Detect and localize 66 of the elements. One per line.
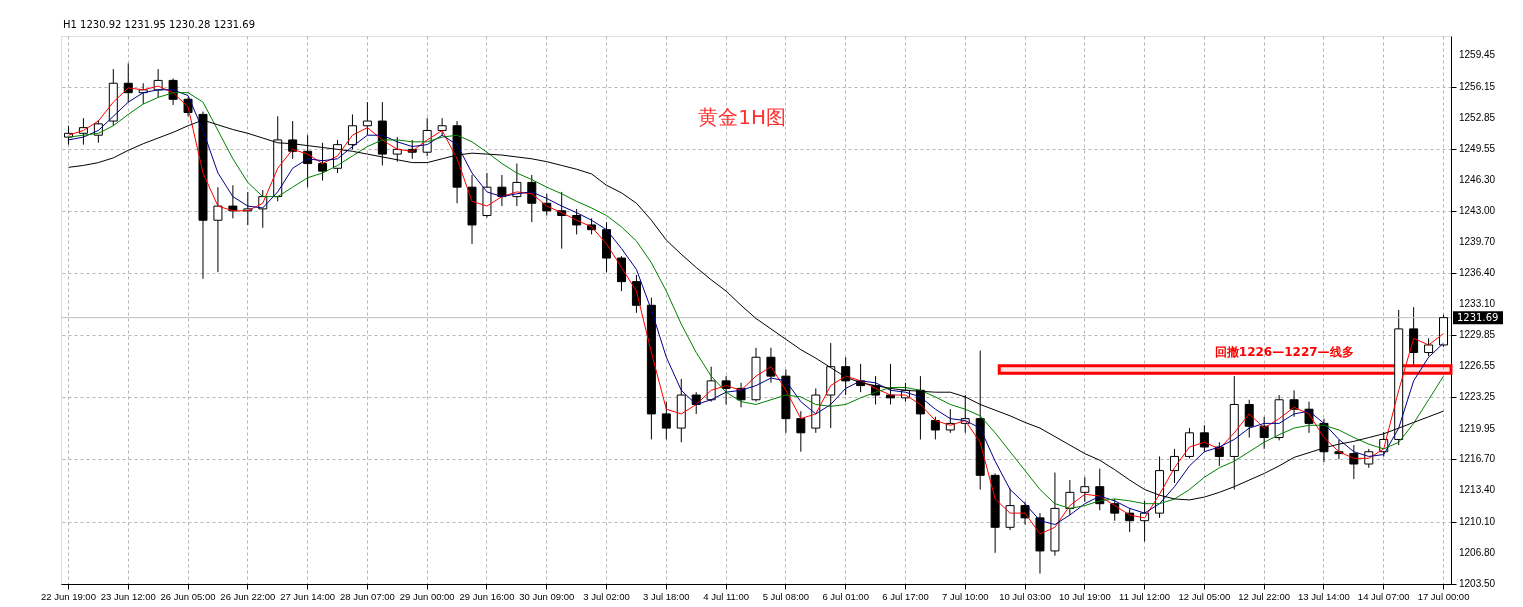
y-tick-label: 1203.50 (1459, 578, 1496, 589)
candlestick (1289, 389, 1299, 418)
x-tick-label: 10 Jul 19:00 (1058, 590, 1111, 602)
candlestick (616, 255, 626, 292)
y-tick-label: 1246.30 (1459, 173, 1496, 185)
candlestick (1409, 306, 1419, 368)
x-tick-label: 6 Jul 01:00 (822, 590, 869, 602)
y-tick-label: 1210.10 (1459, 515, 1496, 527)
y-tick-label: 1216.70 (1459, 453, 1496, 465)
y-tick-label: 1259.45 (1459, 49, 1496, 61)
x-tick-label: 14 Jul 07:00 (1357, 590, 1410, 602)
y-tick-label: 1243.00 (1459, 204, 1496, 216)
x-tick-label: 5 Jul 08:00 (762, 590, 810, 602)
x-tick-label: 17 Jul 00:00 (1417, 590, 1470, 602)
candlestick (437, 117, 447, 136)
candlestick (362, 101, 372, 136)
candlestick (213, 186, 223, 273)
y-tick-label: 1239.70 (1459, 235, 1496, 247)
band-label: 回撤1226—1227—线多 (1214, 344, 1354, 359)
candlestick (1349, 444, 1359, 480)
y-tick-label: 1229.85 (1459, 329, 1496, 341)
y-tick-label: 1213.40 (1459, 484, 1496, 496)
x-tick-label: 7 Jul 10:00 (942, 590, 989, 602)
x-tick-label: 6 Jul 17:00 (882, 590, 929, 602)
candlestick (1065, 479, 1075, 516)
x-tick-label: 11 Jul 12:00 (1119, 590, 1171, 602)
x-tick-label: 26 Jun 22:00 (220, 590, 276, 602)
candlestick (1080, 476, 1090, 503)
candlestick (1184, 427, 1194, 459)
x-tick-label: 12 Jul 22:00 (1238, 590, 1291, 602)
y-tick-label: 1236.40 (1459, 267, 1496, 279)
y-tick-label: 1219.95 (1459, 422, 1496, 434)
text: 黄金1H图 (698, 105, 786, 129)
x-tick-label: 23 Jun 12:00 (100, 590, 156, 602)
x-tick-label: 3 Jul 02:00 (583, 590, 630, 602)
x-tick-label: 29 Jun 16:00 (459, 590, 515, 602)
y-tick-label: 1249.55 (1459, 142, 1496, 154)
text: H1 1230.92 1231.95 1230.28 1231.69 (63, 19, 256, 30)
x-tick-label: 10 Jul 03:00 (999, 590, 1051, 602)
x-tick-label: 12 Jul 05:00 (1178, 590, 1231, 602)
y-tick-label: 1256.15 (1459, 80, 1496, 92)
candlestick (1259, 416, 1269, 450)
x-tick-label: 28 Jun 07:00 (339, 590, 395, 602)
candlestick (766, 347, 776, 384)
y-tick-label: 1206.80 (1459, 546, 1496, 558)
x-tick-label: 3 Jul 18:00 (643, 590, 690, 602)
candlestick (796, 410, 806, 453)
y-tick-label: 1223.25 (1459, 391, 1496, 403)
x-tick-label: 30 Jun 09:00 (519, 590, 575, 602)
x-tick-label: 29 Jun 00:00 (399, 590, 455, 602)
candlestick (318, 142, 328, 182)
y-tick-label: 1233.10 (1459, 298, 1496, 310)
candlestick (661, 401, 671, 440)
x-tick-label: 26 Jun 05:00 (160, 590, 216, 602)
candlestick (886, 363, 896, 405)
x-tick-label: 4 Jul 11:00 (703, 590, 749, 602)
candlestick (1244, 399, 1254, 439)
x-tick-label: 22 Jun 19:00 (41, 590, 96, 602)
candlestick (1199, 424, 1209, 453)
x-tick-label: 13 Jul 14:00 (1298, 590, 1350, 602)
candlestick (930, 416, 940, 440)
candlestick (392, 136, 402, 163)
x-tick-label: 27 Jun 14:00 (280, 590, 336, 602)
y-tick-label: 1252.85 (1459, 111, 1496, 123)
ref-line-label: 1231.69 (1457, 311, 1499, 323)
y-tick-label: 1226.55 (1459, 360, 1496, 372)
